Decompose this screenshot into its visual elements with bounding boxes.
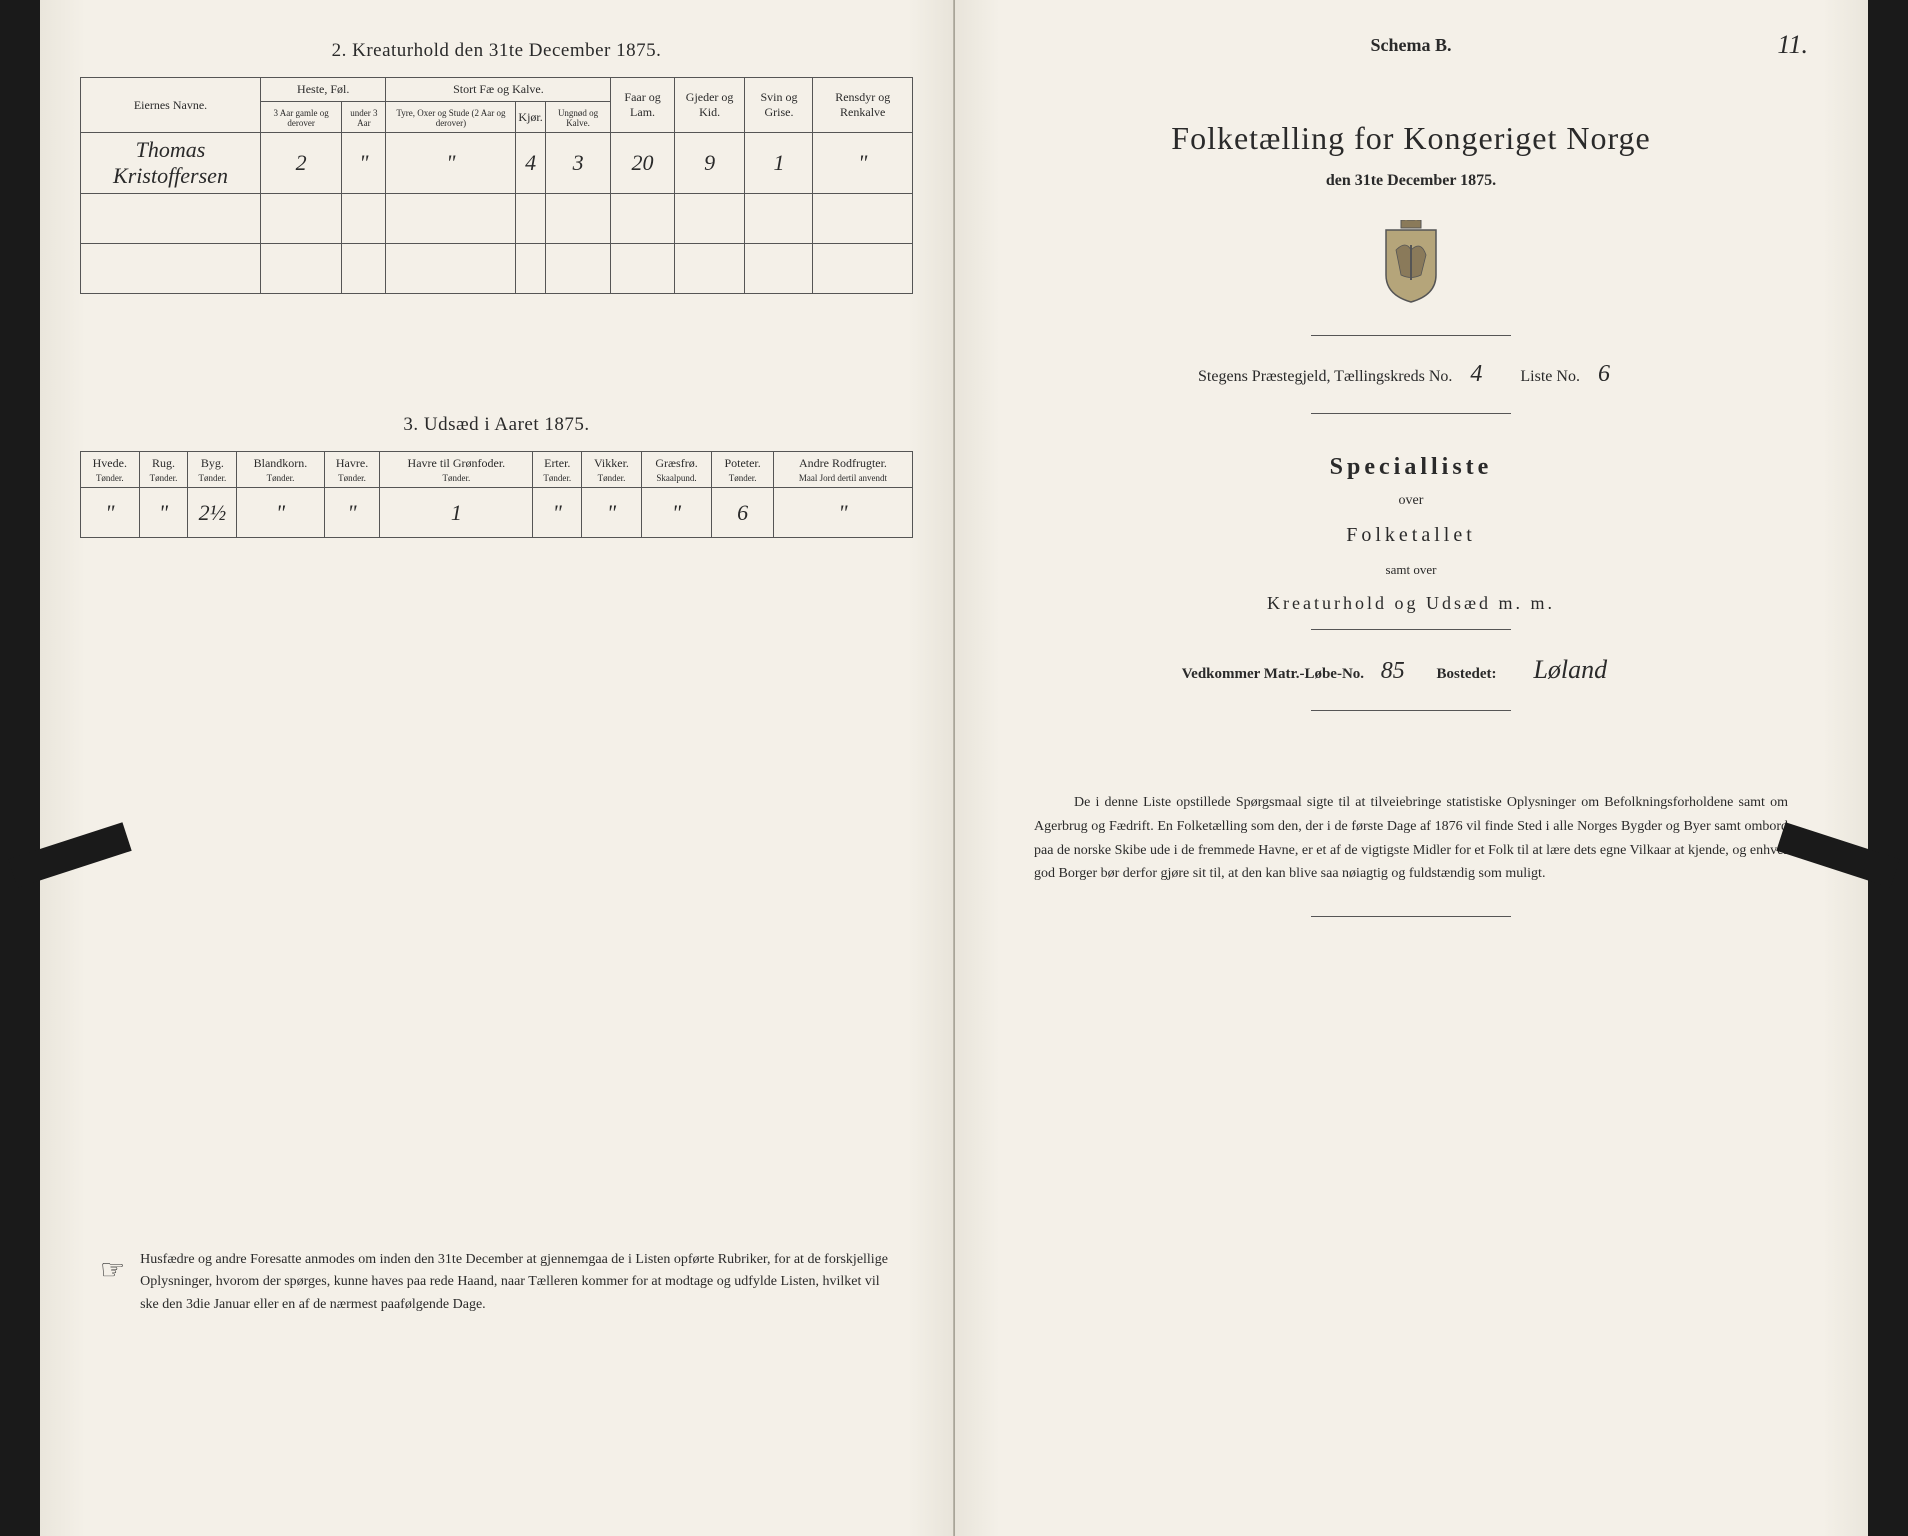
th-gjeder: Gjeder og Kid. (674, 78, 745, 133)
cell: " (324, 488, 380, 538)
th-heste-group: Heste, Føl. (261, 78, 386, 102)
kreatur-line: Kreaturhold og Udsæd m. m. (994, 593, 1828, 614)
bostedet-label: Bostedet: (1437, 666, 1497, 682)
pointing-hand-icon: ☞ (100, 1249, 125, 1316)
divider (1311, 629, 1511, 630)
th-heste-b: under 3 Aar (342, 102, 386, 133)
cell: " (813, 133, 913, 194)
schema-label: Schema B. (1371, 35, 1452, 56)
folketallet-label: Folketallet (994, 524, 1828, 547)
th-name: Eiernes Navne. (81, 78, 261, 133)
district-prefix: Stegens Præstegjeld, Tællingskreds No. (1198, 368, 1452, 385)
clip-right (1776, 822, 1899, 888)
th: Erter.Tønder. (533, 452, 582, 488)
th: Hvede.Tønder. (81, 452, 140, 488)
divider (1311, 413, 1511, 414)
right-page: Schema B. 11. Folketælling for Kongerige… (954, 0, 1868, 1536)
sowing-table: Hvede.Tønder. Rug.Tønder. Byg.Tønder. Bl… (80, 451, 913, 538)
th-stort-c: Ungnød og Kalve. (545, 102, 611, 133)
table-row: Thomas Kristoffersen 2 " " 4 3 20 9 1 " (81, 133, 913, 194)
cell: " (386, 133, 516, 194)
th-stort-a: Tyre, Oxer og Stude (2 Aar og derover) (386, 102, 516, 133)
livestock-table: Eiernes Navne. Heste, Føl. Stort Fæ og K… (80, 77, 913, 294)
cell: 9 (674, 133, 745, 194)
cell: " (641, 488, 712, 538)
divider (1311, 916, 1511, 917)
cell: " (237, 488, 324, 538)
cell: 3 (545, 133, 611, 194)
cell: " (81, 488, 140, 538)
th: Græsfrø.Skaalpund. (641, 452, 712, 488)
district-line: Stegens Præstegjeld, Tællingskreds No. 4… (994, 361, 1828, 388)
cell: " (342, 133, 386, 194)
divider (1311, 710, 1511, 711)
sub-date: den 31te December 1875. (994, 172, 1828, 190)
cell: 6 (712, 488, 774, 538)
th: Vikker.Tønder. (582, 452, 642, 488)
page-number: 11. (1777, 30, 1808, 60)
table1-title: 2. Kreaturhold den 31te December 1875. (80, 40, 913, 62)
bostedet-value: Løland (1500, 655, 1640, 685)
bottom-paragraph: De i denne Liste opstillede Spørgsmaal s… (1034, 791, 1788, 886)
th: Havre.Tønder. (324, 452, 380, 488)
th-faar: Faar og Lam. (611, 78, 674, 133)
cell: 20 (611, 133, 674, 194)
book-spine (953, 0, 955, 1536)
over-label: over (994, 493, 1828, 509)
samt-label: samt over (994, 562, 1828, 578)
cell: 1 (380, 488, 533, 538)
cell: 2 (261, 133, 342, 194)
th-stort-b: Kjør. (516, 102, 545, 133)
cell: 4 (516, 133, 545, 194)
table-row (81, 194, 913, 244)
open-book: 2. Kreaturhold den 31te December 1875. E… (40, 0, 1868, 1536)
divider (1311, 335, 1511, 336)
district-num: 4 (1456, 361, 1496, 388)
main-title: Folketælling for Kongeriget Norge (994, 120, 1828, 157)
cell: " (773, 488, 912, 538)
cell: 1 (745, 133, 813, 194)
left-page: 2. Kreaturhold den 31te December 1875. E… (40, 0, 954, 1536)
coat-of-arms-icon (1376, 220, 1446, 305)
cell: " (582, 488, 642, 538)
th-svin: Svin og Grise. (745, 78, 813, 133)
matr-num: 85 (1368, 658, 1418, 685)
cell: " (139, 488, 188, 538)
instructions-text: Husfædre og andre Foresatte anmodes om i… (140, 1249, 893, 1316)
th-heste-a: 3 Aar gamle og derover (261, 102, 342, 133)
th: Andre Rodfrugter.Maal Jord dertil anvend… (773, 452, 912, 488)
liste-num: 6 (1584, 361, 1624, 388)
th: Havre til Grønfoder.Tønder. (380, 452, 533, 488)
liste-label: Liste No. (1520, 368, 1580, 385)
matr-line: Vedkommer Matr.-Løbe-No. 85 Bostedet: Lø… (994, 655, 1828, 685)
table-row (81, 244, 913, 294)
th: Rug.Tønder. (139, 452, 188, 488)
table-row: " " 2½ " " 1 " " " 6 " (81, 488, 913, 538)
instructions-block: ☞ Husfædre og andre Foresatte anmodes om… (100, 1249, 893, 1316)
th: Blandkorn.Tønder. (237, 452, 324, 488)
special-title: Specialliste (994, 454, 1828, 481)
th: Byg.Tønder. (188, 452, 237, 488)
cell: 2½ (188, 488, 237, 538)
cell-name: Thomas Kristoffersen (81, 133, 261, 194)
cell: " (533, 488, 582, 538)
th-rensdyr: Rensdyr og Renkalve (813, 78, 913, 133)
th-stort-group: Stort Fæ og Kalve. (386, 78, 611, 102)
th: Poteter.Tønder. (712, 452, 774, 488)
matr-label: Vedkommer Matr.-Løbe-No. (1182, 666, 1364, 682)
clip-left (8, 822, 131, 888)
table2-title: 3. Udsæd i Aaret 1875. (80, 414, 913, 436)
